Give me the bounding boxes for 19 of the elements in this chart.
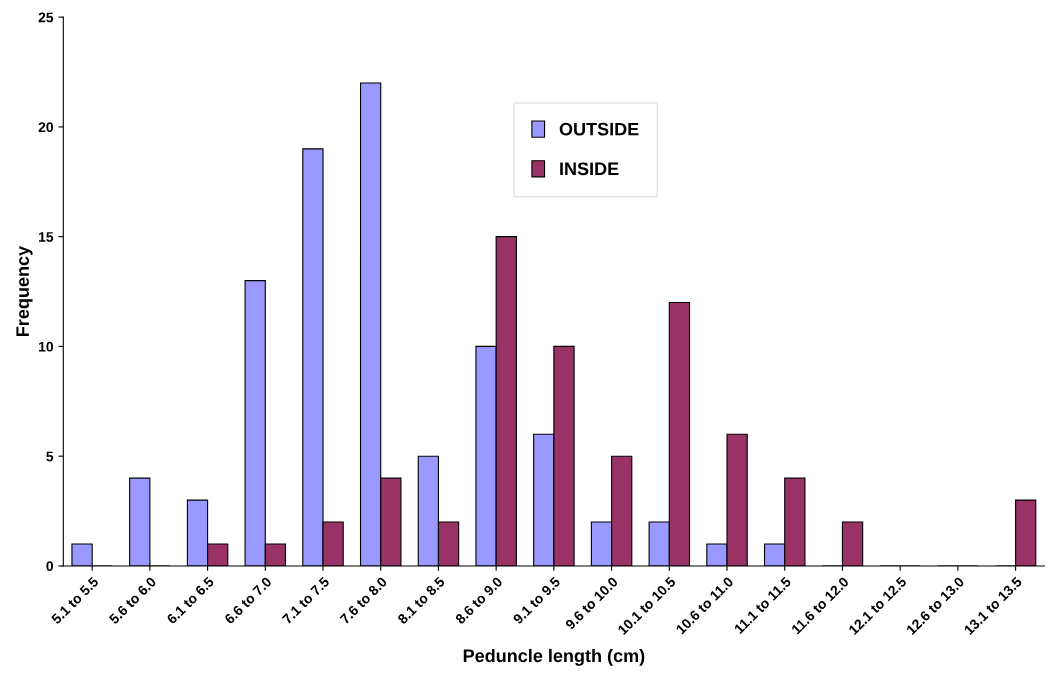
y-tick-label: 5 — [46, 451, 54, 462]
x-axis-title: Peduncle length (cm) — [463, 648, 645, 666]
x-tick-label: 7.1 to 7.5 — [281, 576, 330, 625]
x-tick-label: 6.6 to 7.0 — [223, 576, 273, 625]
y-axis-title: Frequency — [16, 245, 33, 336]
x-tick-label: 8.6 to 9.0 — [454, 576, 503, 625]
x-tick-label: 5.6 to 6.0 — [108, 576, 157, 625]
y-tick-label: 0 — [46, 561, 54, 572]
y-tick-label: 10 — [39, 341, 54, 352]
y-tick-label: 25 — [38, 12, 54, 23]
x-tick-label: 7.6 to 8.0 — [339, 576, 388, 625]
y-tick-label: 15 — [39, 232, 54, 242]
x-tick-label: 8.1 to 8.5 — [396, 576, 446, 625]
x-tick-label: 9.1 to 9.5 — [512, 576, 561, 625]
legend-label: INSIDE — [560, 162, 619, 176]
legend-label: OUTSIDE — [559, 122, 639, 136]
x-tick-label: 5.1 to 5.5 — [50, 576, 100, 625]
y-tick-label: 20 — [38, 122, 54, 133]
x-tick-label: 6.1 to 6.5 — [166, 576, 215, 625]
